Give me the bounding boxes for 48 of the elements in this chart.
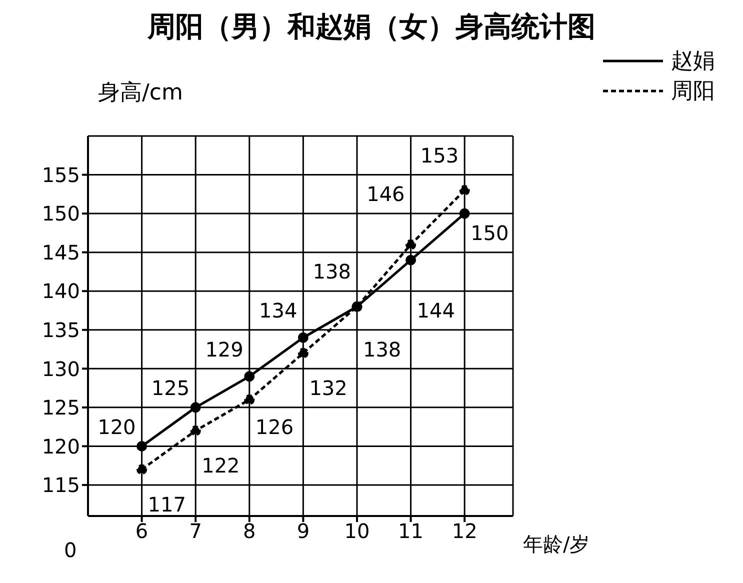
- x-tick-label: 11: [398, 519, 424, 544]
- y-axis-title: 身高/cm: [98, 80, 183, 106]
- y-tick-label: 140: [42, 279, 80, 304]
- y-tick-label: 125: [42, 396, 80, 420]
- point: [298, 348, 308, 358]
- y-tick-label: 150: [42, 202, 80, 226]
- point: [459, 185, 470, 196]
- data-label: 134: [259, 298, 298, 322]
- legend-label: 周阳: [671, 78, 715, 106]
- data-label: 153: [420, 143, 459, 168]
- point: [190, 402, 201, 413]
- data-label: 126: [255, 414, 294, 439]
- point: [136, 464, 148, 475]
- y-tick-label: 155: [42, 162, 80, 187]
- data-label: 125: [151, 376, 190, 400]
- point: [406, 239, 416, 250]
- point: [406, 254, 416, 266]
- data-label: 132: [309, 376, 348, 400]
- data-label: 129: [205, 337, 244, 362]
- point: [136, 440, 148, 452]
- y-tick-label: 135: [42, 318, 80, 342]
- data-label: 120: [98, 414, 136, 439]
- x-tick-label: 10: [344, 519, 370, 544]
- x-tick-label: 9: [296, 519, 310, 544]
- x-tick-label: 6: [135, 519, 148, 544]
- data-label: 122: [202, 454, 240, 478]
- point: [190, 425, 201, 436]
- point: [244, 371, 255, 382]
- x-tick-label: 8: [243, 519, 256, 544]
- point: [459, 208, 470, 219]
- point: [298, 332, 308, 343]
- data-label: 144: [416, 298, 455, 322]
- y-tick-label: 130: [42, 356, 80, 381]
- y-tick-label: 145: [42, 240, 80, 264]
- data-label: 138: [312, 260, 351, 284]
- y-tick-label: 120: [42, 434, 80, 458]
- point: [244, 394, 255, 405]
- x-tick-label: 7: [189, 519, 202, 544]
- y-tick-label: 115: [42, 473, 80, 498]
- legend-label: 赵娟: [671, 48, 715, 76]
- data-label: 146: [366, 182, 405, 206]
- chart-title: 周阳（男）和赵娟（女）身高统计图: [146, 9, 596, 45]
- data-label: 138: [362, 337, 402, 362]
- data-label: 150: [470, 220, 509, 245]
- data-label: 117: [148, 492, 186, 516]
- text: 0: [64, 538, 77, 562]
- x-axis-title: 年龄/岁: [523, 532, 590, 556]
- x-tick-label: 12: [452, 519, 478, 544]
